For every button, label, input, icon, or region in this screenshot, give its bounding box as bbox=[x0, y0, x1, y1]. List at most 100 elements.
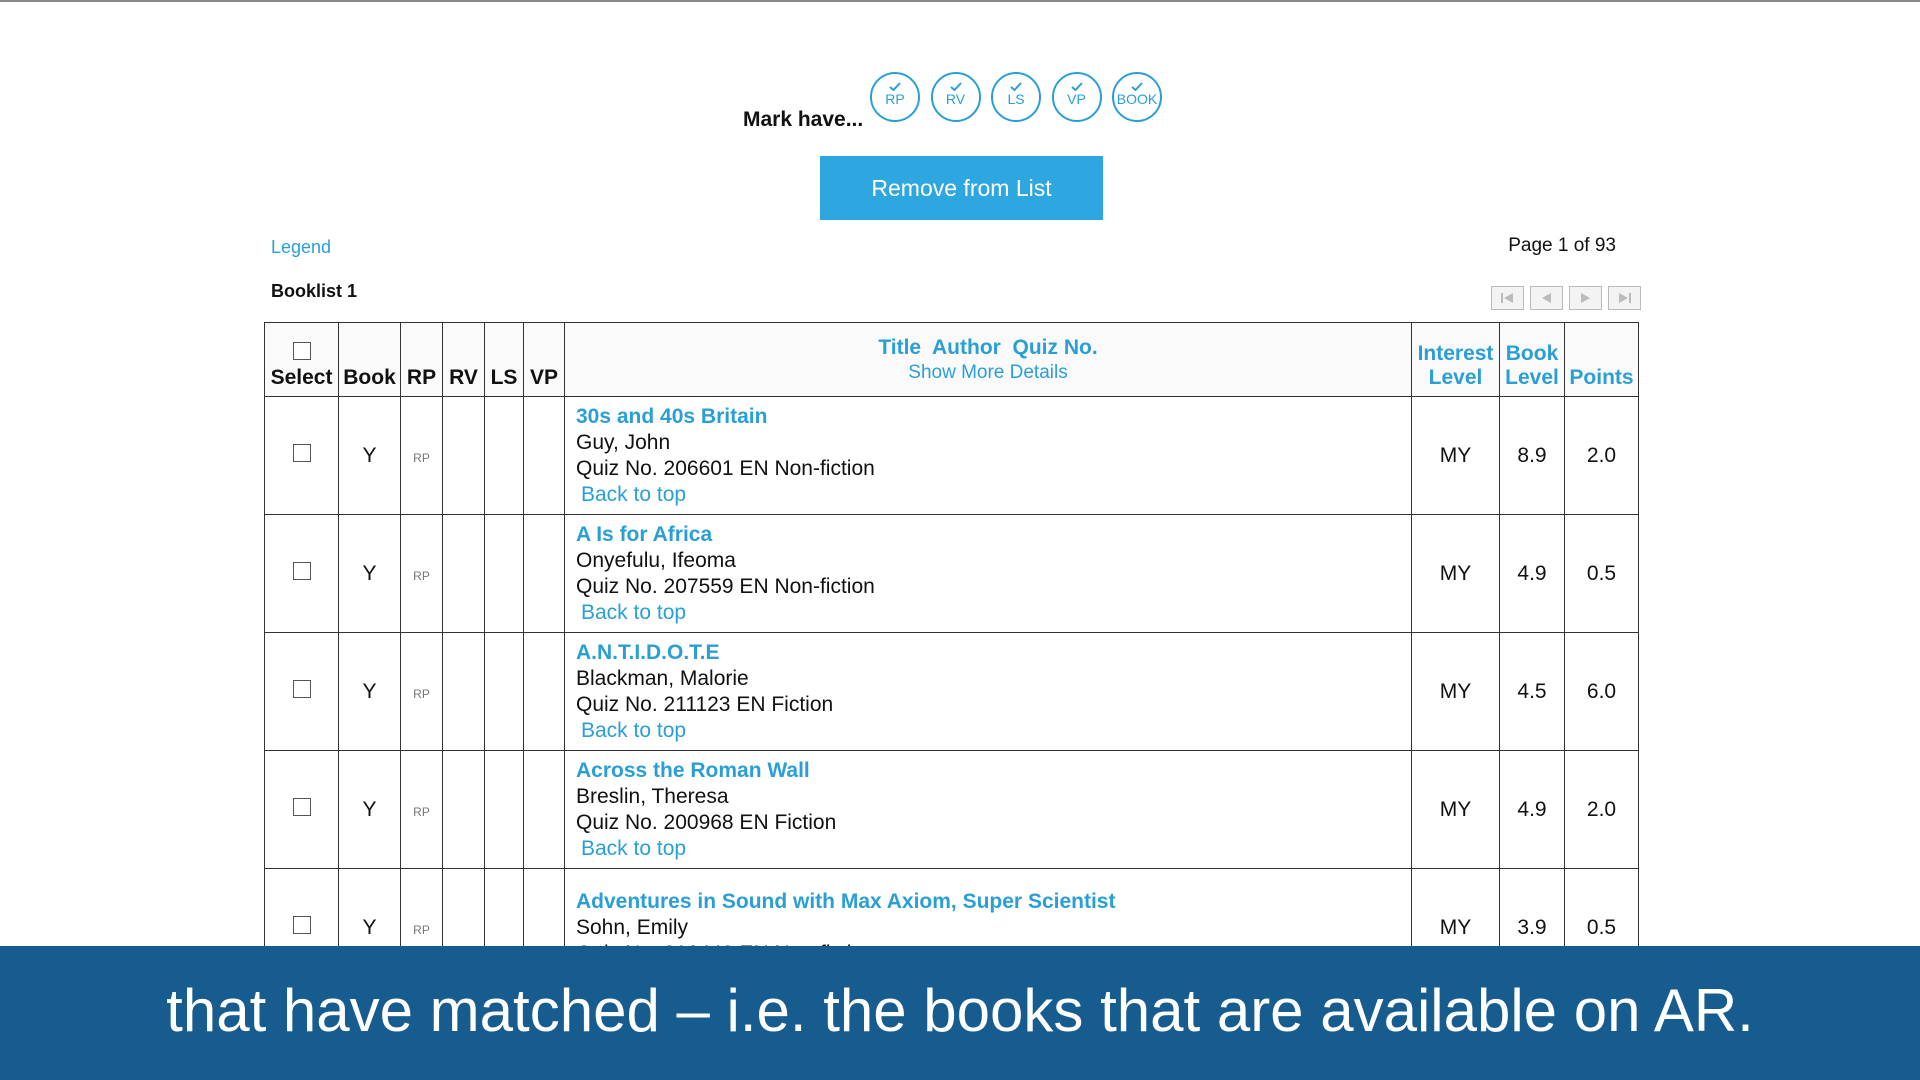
header: RV bbox=[442, 322, 485, 397]
rp-cell: RP bbox=[400, 632, 443, 751]
book-row: Y RP 30s and 40s Britain Guy, John Quiz No. … bbox=[264, 396, 1639, 515]
mark-button-label: VP bbox=[1067, 91, 1086, 107]
caption: that have matched – i.e. the books that … bbox=[0, 946, 1920, 1080]
rp-tag: RP bbox=[413, 686, 430, 701]
ls-cell bbox=[484, 514, 524, 633]
rv-cell bbox=[442, 632, 485, 751]
points-cell: 2.0 bbox=[1564, 396, 1639, 515]
interest-cell: MY bbox=[1411, 396, 1500, 515]
rp-cell: RP bbox=[400, 396, 443, 515]
book-title[interactable]: Adventures in Sound with Max Axiom, Supe… bbox=[576, 889, 1116, 913]
points-cell: 2.0 bbox=[1564, 750, 1639, 869]
vp-cell bbox=[523, 396, 565, 515]
page-info: Page 1 of 93 bbox=[1508, 235, 1616, 256]
book-title[interactable]: A Is for Africa bbox=[576, 522, 713, 546]
book-row: Y RP Across the Roman Wall Breslin, Theresa… bbox=[264, 750, 1639, 869]
mark-button[interactable]: VP bbox=[1051, 72, 1102, 122]
title-header: Title Author Quiz No. Show More Details bbox=[564, 322, 1412, 397]
level-cell: 4.9 bbox=[1499, 514, 1565, 633]
book-title[interactable]: Across the Roman Wall bbox=[576, 758, 810, 782]
header[interactable]: Book Level bbox=[1499, 322, 1565, 397]
header: VP bbox=[523, 322, 565, 397]
book-quiz: Quiz No. 211123 EN Fiction bbox=[576, 692, 834, 716]
book-table: Select Book RP RV LS VP Title Author Qui… bbox=[264, 322, 1639, 987]
book-cell: Y bbox=[338, 396, 401, 515]
booklist-label: Booklist 1 bbox=[271, 281, 358, 301]
book-quiz: Quiz No. 207559 EN Non-fiction bbox=[576, 574, 875, 598]
book-author: Onyefulu, Ifeoma bbox=[576, 548, 736, 572]
header: Book bbox=[338, 322, 401, 397]
mark-button[interactable]: RP bbox=[870, 72, 920, 122]
interest-cell: MY bbox=[1411, 514, 1500, 633]
select-header: Select bbox=[264, 322, 339, 397]
book-title[interactable]: 30s and 40s Britain bbox=[576, 404, 768, 428]
row-checkbox[interactable] bbox=[292, 443, 311, 462]
rp-cell: RP bbox=[400, 750, 443, 869]
mark-button[interactable]: LS bbox=[991, 72, 1041, 122]
vp-cell bbox=[523, 632, 565, 751]
rp-tag: RP bbox=[413, 804, 430, 819]
sort-title[interactable]: Title bbox=[878, 335, 922, 359]
select-all[interactable] bbox=[292, 342, 311, 360]
book-quiz: Quiz No. 206601 EN Non-fiction bbox=[576, 456, 875, 480]
book-cell: Y bbox=[338, 632, 401, 751]
level-cell: 4.5 bbox=[1499, 632, 1565, 751]
book-cell: Y bbox=[338, 750, 401, 869]
rp-tag: RP bbox=[413, 568, 430, 583]
mark-button[interactable]: BOOK bbox=[1112, 72, 1162, 122]
header[interactable]: Interest Level bbox=[1411, 322, 1500, 397]
back-to-top[interactable]: Back to top bbox=[581, 600, 687, 624]
rp-tag: RP bbox=[413, 922, 430, 937]
ls-cell bbox=[484, 632, 524, 751]
header: Select bbox=[270, 366, 333, 389]
back-to-top[interactable]: Back to top bbox=[581, 836, 687, 860]
row-checkbox[interactable] bbox=[292, 679, 311, 698]
points-cell: 0.5 bbox=[1564, 514, 1639, 633]
row-checkbox[interactable] bbox=[292, 561, 311, 580]
next-page[interactable] bbox=[1569, 286, 1602, 310]
prev-page[interactable] bbox=[1530, 286, 1563, 310]
book-author: Blackman, Malorie bbox=[576, 666, 749, 690]
title-cell: 30s and 40s Britain Guy, John Quiz No. 206… bbox=[564, 396, 1412, 515]
rp-cell: RP bbox=[400, 514, 443, 633]
book-quiz: Quiz No. 200968 EN Fiction bbox=[576, 810, 837, 834]
sort-author[interactable]: Author bbox=[932, 335, 1001, 359]
header: LS bbox=[484, 322, 524, 397]
title-cell: Across the Roman Wall Breslin, Theresa Qui… bbox=[564, 750, 1412, 869]
remove-button[interactable]: Remove from List bbox=[820, 156, 1103, 220]
book-author: Guy, John bbox=[576, 430, 671, 454]
interest-cell: MY bbox=[1411, 750, 1500, 869]
mark-button[interactable]: RV bbox=[930, 72, 981, 122]
show-details[interactable]: Show More Details bbox=[908, 361, 1068, 383]
book-title[interactable]: A.N.T.I.D.O.T.E bbox=[576, 640, 720, 664]
interest-cell: MY bbox=[1411, 632, 1500, 751]
mark-button-label: RV bbox=[945, 91, 966, 107]
vp-cell bbox=[523, 750, 565, 869]
back-to-top[interactable]: Back to top bbox=[581, 482, 687, 506]
mark-button-label: LS bbox=[1007, 91, 1025, 107]
level-cell: 4.9 bbox=[1499, 750, 1565, 869]
sort-quiz[interactable]: Quiz No. bbox=[1012, 335, 1098, 359]
row-checkbox[interactable] bbox=[292, 797, 311, 816]
book-author: Sohn, Emily bbox=[576, 915, 689, 939]
level-cell: 8.9 bbox=[1499, 396, 1565, 515]
first-page[interactable] bbox=[1491, 286, 1524, 310]
rv-cell bbox=[442, 396, 485, 515]
title-cell: A Is for Africa Onyefulu, Ifeoma Quiz No. … bbox=[564, 514, 1412, 633]
mark-button-label: RP bbox=[885, 91, 905, 107]
back-to-top[interactable]: Back to top bbox=[581, 718, 687, 742]
book-author: Breslin, Theresa bbox=[576, 784, 729, 808]
book-row: Y RP A.N.T.I.D.O.T.E Blackman, Malorie Quiz … bbox=[264, 632, 1639, 751]
rp-tag: RP bbox=[413, 450, 430, 465]
ls-cell bbox=[484, 396, 524, 515]
legend-link[interactable]: Legend bbox=[271, 237, 332, 257]
header[interactable]: Points bbox=[1564, 322, 1639, 397]
select-cell bbox=[264, 750, 339, 869]
mark-button-label: BOOK bbox=[1116, 91, 1158, 107]
select-cell bbox=[264, 396, 339, 515]
select-cell bbox=[264, 514, 339, 633]
row-checkbox[interactable] bbox=[292, 915, 311, 934]
last-page[interactable] bbox=[1608, 286, 1641, 310]
rv-cell bbox=[442, 750, 485, 869]
